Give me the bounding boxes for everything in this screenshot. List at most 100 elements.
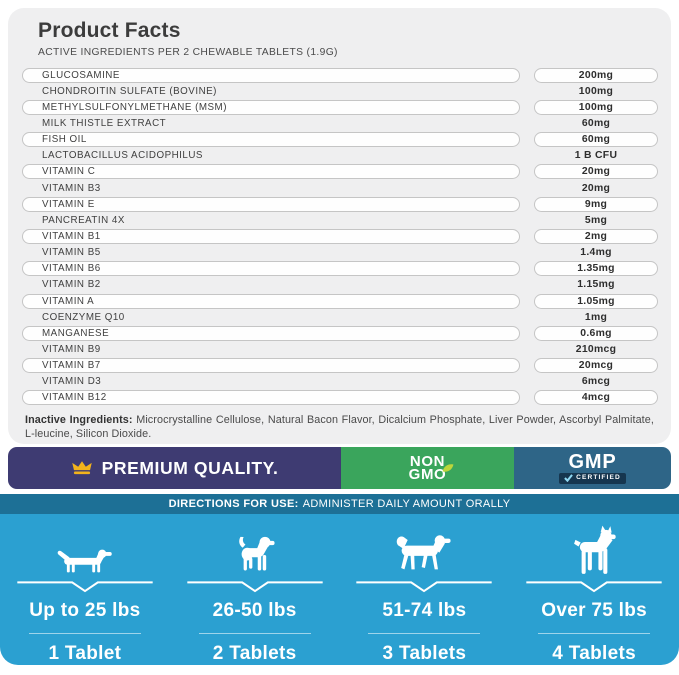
product-facts-card: Product Facts ACTIVE INGREDIENTS PER 2 C… [8, 8, 671, 444]
ingredient-row: VITAMIN B2 1.15mg [8, 277, 671, 293]
tablet-count-label: 4 Tablets [552, 643, 636, 665]
ingredient-row: GLUCOSAMINE 200mg [8, 67, 671, 83]
weight-range-label: 51-74 lbs [382, 600, 467, 622]
ingredient-row: MANGANESE 0.6mg [8, 325, 671, 341]
gmp-label: GMP [568, 450, 617, 473]
tablet-count-label: 2 Tablets [212, 643, 297, 665]
ingredient-name: VITAMIN B7 [22, 358, 520, 374]
dosage-group-small: Up to 25 lbs 1 Tablet [0, 514, 170, 665]
dosage-group-large: 51-74 lbs 3 Tablets [340, 514, 510, 665]
non-gmo-badge: NON GMO [341, 447, 514, 489]
ingredient-name: LACTOBACILLUS ACIDOPHILUS [42, 150, 203, 162]
ingredient-row: VITAMIN B6 1.35mg [8, 261, 671, 277]
ingredient-row: PANCREATIN 4X 5mg [8, 212, 671, 228]
tablet-count-label: 1 Tablet [48, 643, 122, 665]
inactive-text: Microcrystalline Cellulose, Natural Baco… [25, 413, 654, 440]
ingredient-name: VITAMIN D3 [42, 376, 102, 388]
ingredient-amount: 6mcg [581, 376, 611, 388]
ingredient-name: PANCREATIN 4X [42, 214, 125, 226]
leaf-icon [442, 464, 454, 472]
ingredient-name: VITAMIN B5 [42, 247, 101, 259]
ingredient-row: MILK THISTLE EXTRACT 60mg [8, 115, 671, 131]
quality-badges-row: PREMIUM QUALITY. NON GMO GMP CERTIFIED [8, 447, 671, 489]
ingredient-name: VITAMIN B9 [42, 343, 101, 355]
non-gmo-line2: GMO [408, 466, 447, 483]
weight-range-label: Up to 25 lbs [29, 600, 141, 622]
ingredient-amount: 1.35mg [534, 261, 658, 277]
serving-subtitle: ACTIVE INGREDIENTS PER 2 CHEWABLE TABLET… [38, 47, 338, 58]
ingredient-name: VITAMIN E [22, 196, 520, 212]
certified-check-icon [564, 473, 573, 482]
ingredient-row: VITAMIN B12 4mcg [8, 390, 671, 406]
ingredient-table: GLUCOSAMINE 200mg CHONDROITIN SULFATE (BOV… [8, 67, 671, 406]
premium-quality-badge: PREMIUM QUALITY. [8, 447, 341, 489]
crown-icon [71, 461, 92, 475]
ingredient-row: METHYLSULFONYLMETHANE (MSM) 100mg [8, 99, 671, 115]
ingredient-amount: 4mcg [534, 390, 658, 406]
ingredient-amount: 1.4mg [580, 247, 612, 259]
ingredient-name: VITAMIN B1 [22, 228, 520, 244]
dosage-panel: Up to 25 lbs 1 Tablet 26-50 lbs 2 Tablet [0, 514, 679, 665]
ingredient-name: COENZYME Q10 [42, 311, 125, 323]
ingredient-row: VITAMIN B3 20mg [8, 180, 671, 196]
gmp-certified-label: CERTIFIED [576, 474, 621, 481]
ingredient-amount: 100mg [578, 85, 614, 97]
premium-quality-label: PREMIUM QUALITY. [101, 457, 279, 478]
ingredient-amount: 2mg [534, 228, 658, 244]
weight-range-label: Over 75 lbs [541, 600, 647, 622]
ingredient-name: VITAMIN B2 [42, 279, 101, 291]
divider-line [538, 633, 651, 635]
ingredient-amount: 5mg [584, 214, 608, 226]
ingredient-amount: 60mg [581, 117, 611, 129]
inactive-ingredients: Inactive Ingredients: Microcrystalline C… [25, 414, 654, 442]
card-header: Product Facts ACTIVE INGREDIENTS PER 2 C… [8, 8, 671, 58]
ingredient-name: MILK THISTLE EXTRACT [42, 117, 167, 129]
ingredient-amount: 60mg [534, 132, 658, 148]
ingredient-amount: 210mcg [575, 343, 617, 355]
puppy-icon [238, 537, 275, 571]
gmp-certified-badge: GMP CERTIFIED [514, 447, 671, 489]
divider-line [198, 633, 311, 635]
dosage-group-medium: 26-50 lbs 2 Tablets [170, 514, 340, 665]
ingredient-name: VITAMIN A [22, 293, 520, 309]
chevron-divider-icon [17, 581, 153, 593]
ingredient-amount: 1.15mg [577, 279, 615, 291]
boxer-icon [574, 525, 616, 575]
directions-text: ADMINISTER DAILY AMOUNT ORALLY [302, 498, 511, 510]
ingredient-amount: 1 B CFU [574, 150, 618, 162]
ingredient-row: VITAMIN E 9mg [8, 196, 671, 212]
page-title: Product Facts [38, 19, 181, 42]
ingredient-row: CHONDROITIN SULFATE (BOVINE) 100mg [8, 83, 671, 99]
divider-line [368, 633, 481, 635]
ingredient-name: VITAMIN B6 [22, 261, 520, 277]
chevron-divider-icon [526, 581, 662, 593]
ingredient-name: CHONDROITIN SULFATE (BOVINE) [42, 85, 217, 97]
ingredient-row: VITAMIN D3 6mcg [8, 374, 671, 390]
ingredient-amount: 20mg [581, 182, 611, 194]
ingredient-row: VITAMIN C 20mg [8, 164, 671, 180]
ingredient-amount: 100mg [534, 99, 658, 115]
chevron-divider-icon [356, 581, 493, 593]
ingredient-name: GLUCOSAMINE [22, 67, 520, 83]
ingredient-row: VITAMIN B1 2mg [8, 228, 671, 244]
divider-line [28, 633, 141, 635]
dachshund-icon [57, 549, 112, 573]
ingredient-row: LACTOBACILLUS ACIDOPHILUS 1 B CFU [8, 148, 671, 164]
non-gmo-line1: NON [409, 452, 446, 470]
ingredient-amount: 1mg [584, 311, 608, 323]
inactive-label: Inactive Ingredients: [25, 413, 133, 426]
ingredient-name: VITAMIN B3 [42, 182, 101, 194]
ingredient-name: FISH OIL [22, 132, 520, 148]
ingredient-amount: 200mg [534, 67, 658, 83]
weight-range-label: 26-50 lbs [212, 600, 297, 622]
ingredient-row: VITAMIN A 1.05mg [8, 293, 671, 309]
ingredient-amount: 20mg [534, 164, 658, 180]
ingredient-row: VITAMIN B5 1.4mg [8, 245, 671, 261]
retriever-icon [397, 535, 451, 570]
ingredient-row: FISH OIL 60mg [8, 132, 671, 148]
ingredient-row: VITAMIN B9 210mcg [8, 341, 671, 357]
ingredient-name: VITAMIN C [22, 164, 520, 180]
directions-label: DIRECTIONS FOR USE: [168, 498, 299, 510]
ingredient-amount: 20mcg [534, 358, 658, 374]
ingredient-name: METHYLSULFONYLMETHANE (MSM) [22, 99, 520, 115]
